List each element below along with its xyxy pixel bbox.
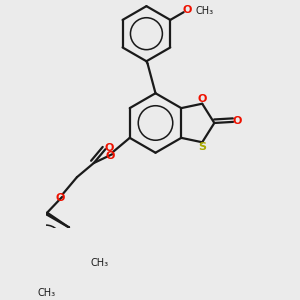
Text: O: O [233, 116, 242, 126]
Text: O: O [106, 151, 116, 161]
Text: S: S [198, 142, 206, 152]
Text: O: O [105, 143, 114, 153]
Text: O: O [56, 193, 65, 202]
Text: CH₃: CH₃ [90, 258, 109, 268]
Text: CH₃: CH₃ [195, 6, 213, 16]
Text: O: O [198, 94, 207, 104]
Text: O: O [182, 5, 191, 15]
Text: CH₃: CH₃ [38, 288, 56, 298]
